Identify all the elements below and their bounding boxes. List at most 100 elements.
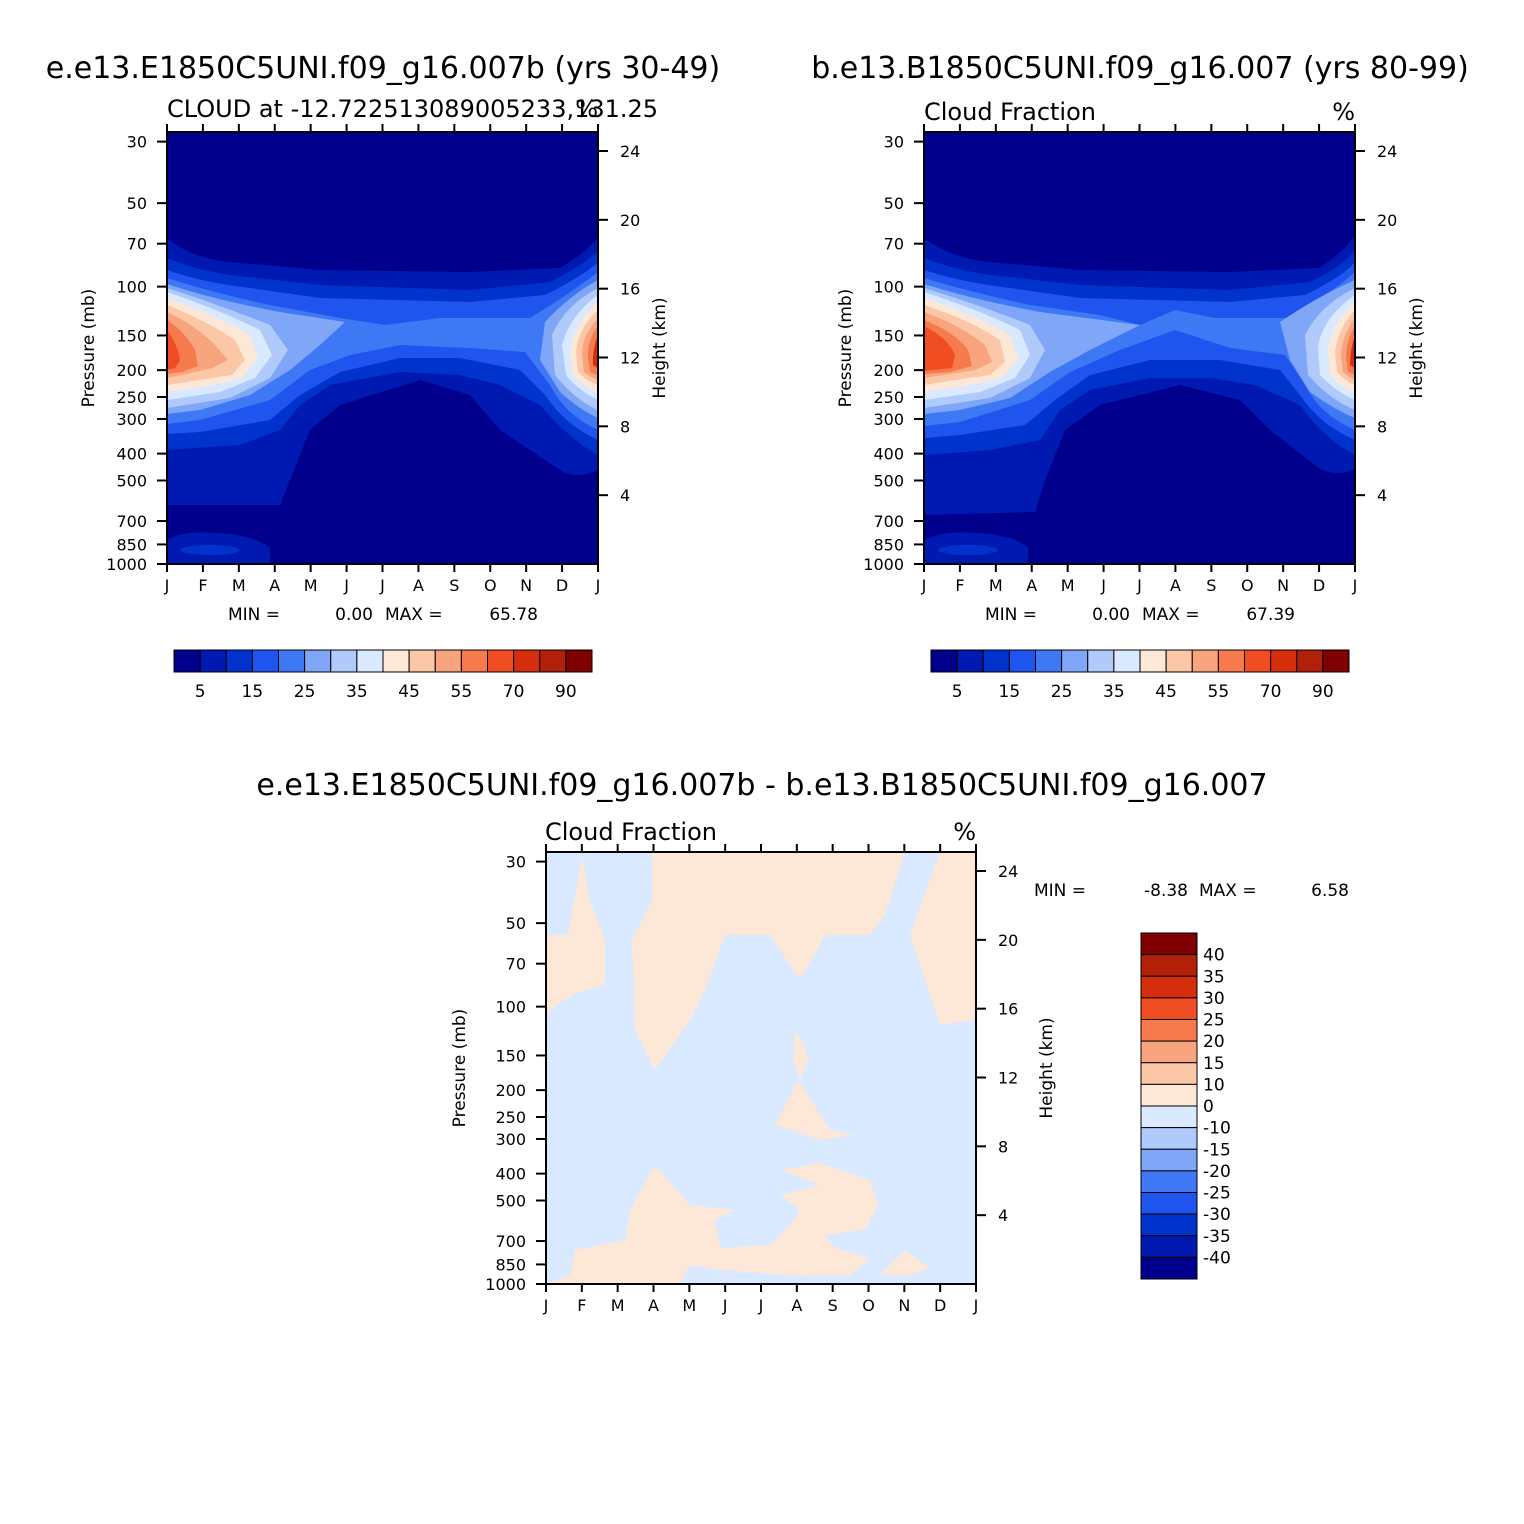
x-tick-label: O xyxy=(862,1296,875,1315)
colorbar-label: 45 xyxy=(1155,682,1177,702)
panel2-ylabel-right: Height (km) xyxy=(1407,297,1427,398)
panel1-min-label: MIN = xyxy=(228,605,280,625)
x-tick-label: M xyxy=(989,576,1003,595)
colorbar-label: 10 xyxy=(1203,1075,1225,1095)
colorbar-label: -25 xyxy=(1203,1184,1231,1204)
panel3-positive-6 xyxy=(546,1163,878,1284)
panel1-ylabel-right: Height (km) xyxy=(650,297,670,398)
y-tick-label: 850 xyxy=(873,535,904,554)
colorbar-swatch xyxy=(199,649,227,673)
panel2-min-value: 0.00 xyxy=(1092,605,1130,625)
colorbar-swatch xyxy=(539,649,567,673)
x-tick-label: F xyxy=(577,1296,586,1315)
y-right-tick-label: 12 xyxy=(620,349,640,368)
y-right-tick-label: 8 xyxy=(998,1137,1008,1156)
panel3-min-value: -8.38 xyxy=(1144,881,1188,901)
colorbar-swatch xyxy=(1217,649,1245,673)
panel2-max-label: MAX = xyxy=(1142,605,1200,625)
panel1-contour-60 xyxy=(167,330,180,370)
colorbar-label: -10 xyxy=(1203,1119,1231,1139)
x-tick-label: J xyxy=(595,576,601,595)
x-tick-label: D xyxy=(556,576,568,595)
panel3-ylabel: Pressure (mb) xyxy=(450,1009,470,1128)
y-right-tick-label: 20 xyxy=(620,211,640,230)
y-tick-label: 30 xyxy=(127,133,147,152)
colorbar-label: 15 xyxy=(999,682,1021,702)
colorbar-swatch xyxy=(382,649,410,673)
panel2-axes: J F M A M J J A S O N D J 30 50 70 100 150 200 250 300 400 500… xyxy=(863,124,1397,595)
x-tick-label: A xyxy=(791,1296,802,1315)
panel2-case-title: b.e13.B1850C5UNI.f09_g16.007 (yrs 80-99) xyxy=(811,51,1469,86)
colorbar-swatch xyxy=(1140,1235,1198,1258)
x-tick-label: J xyxy=(379,576,385,595)
colorbar-label: 25 xyxy=(1203,1011,1225,1031)
colorbar-swatch xyxy=(1140,1083,1198,1107)
colorbar-swatch xyxy=(1244,649,1272,673)
colorbar-label: 20 xyxy=(1203,1032,1225,1052)
x-tick-label: J xyxy=(921,576,927,595)
x-tick-label: O xyxy=(1241,576,1254,595)
y-right-tick-label: 4 xyxy=(998,1206,1008,1225)
colorbar-label: 45 xyxy=(398,682,420,702)
y-tick-label: 850 xyxy=(495,1255,526,1274)
panel1-axes: J F M A M J J A S O N D J 30 50 70 100 150 200 250 300 400 500… xyxy=(106,124,640,595)
colorbar-label: -30 xyxy=(1203,1205,1231,1225)
panel3-positive-1 xyxy=(546,852,605,1015)
y-right-tick-label: 16 xyxy=(998,1000,1018,1019)
colorbar-swatch xyxy=(1008,649,1036,673)
y-tick-label: 500 xyxy=(116,472,147,491)
y-tick-label: 700 xyxy=(873,512,904,531)
colorbar-swatch xyxy=(225,649,253,673)
y-right-tick-label: 16 xyxy=(620,280,640,299)
panel2-colorbar: 5 15 25 35 45 55 70 90 xyxy=(930,649,1350,702)
panel3-max-label: MAX = xyxy=(1199,881,1257,901)
colorbar-swatch xyxy=(304,649,332,673)
y-tick-label: 1000 xyxy=(106,555,147,574)
y-right-tick-label: 16 xyxy=(1377,280,1397,299)
panel3-positive-7 xyxy=(880,1250,930,1276)
colorbar-swatch xyxy=(1165,649,1193,673)
panel1-max-value: 65.78 xyxy=(489,605,538,625)
colorbar-swatch xyxy=(1140,1170,1198,1193)
y-right-tick-label: 4 xyxy=(1377,486,1387,505)
x-tick-label: M xyxy=(682,1296,696,1315)
panel2-left-title: Cloud Fraction xyxy=(924,98,1096,126)
panel3-positive-2 xyxy=(632,852,905,1070)
colorbar-swatch xyxy=(1140,1040,1198,1064)
panel1-ylabel: Pressure (mb) xyxy=(79,289,99,408)
x-tick-label: J xyxy=(758,1296,764,1315)
x-tick-label: N xyxy=(1277,576,1289,595)
panel1-left-title: CLOUD at -12.722513089005233,131.25 xyxy=(167,95,658,123)
y-tick-label: 150 xyxy=(495,1046,526,1065)
colorbar-label: 5 xyxy=(195,682,206,702)
colorbar-swatch xyxy=(930,649,958,673)
colorbar-label: 0 xyxy=(1203,1097,1214,1117)
x-tick-label: D xyxy=(934,1296,946,1315)
colorbar-swatch xyxy=(1140,975,1198,999)
y-tick-label: 50 xyxy=(884,194,904,213)
panel3-min-label: MIN = xyxy=(1034,881,1086,901)
y-tick-label: 100 xyxy=(116,278,147,297)
colorbar-label: 25 xyxy=(1051,682,1073,702)
y-tick-label: 250 xyxy=(116,388,147,407)
panel3-axes: J F M A M J J A S O N D J 30 50 70 100 150 200 250 300 400 500… xyxy=(485,844,1018,1315)
y-tick-label: 200 xyxy=(495,1081,526,1100)
x-tick-label: S xyxy=(449,576,459,595)
y-right-tick-label: 24 xyxy=(620,142,640,161)
x-tick-label: F xyxy=(198,576,207,595)
y-tick-label: 100 xyxy=(873,278,904,297)
panel1-case-title: e.e13.E1850C5UNI.f09_g16.007b (yrs 30-49… xyxy=(46,51,720,86)
y-tick-label: 50 xyxy=(127,194,147,213)
colorbar-swatch xyxy=(1270,649,1298,673)
colorbar-label: 55 xyxy=(451,682,473,702)
y-tick-label: 30 xyxy=(884,133,904,152)
colorbar-swatch xyxy=(1140,932,1198,956)
colorbar-swatch xyxy=(565,649,593,673)
colorbar-swatch xyxy=(1140,1019,1198,1042)
panel3-case-title: e.e13.E1850C5UNI.f09_g16.007b - b.e13.B1… xyxy=(256,768,1267,803)
panel1-max-label: MAX = xyxy=(385,605,443,625)
colorbar-label: -15 xyxy=(1203,1140,1231,1160)
x-tick-label: J xyxy=(973,1296,979,1315)
x-tick-label: M xyxy=(304,576,318,595)
